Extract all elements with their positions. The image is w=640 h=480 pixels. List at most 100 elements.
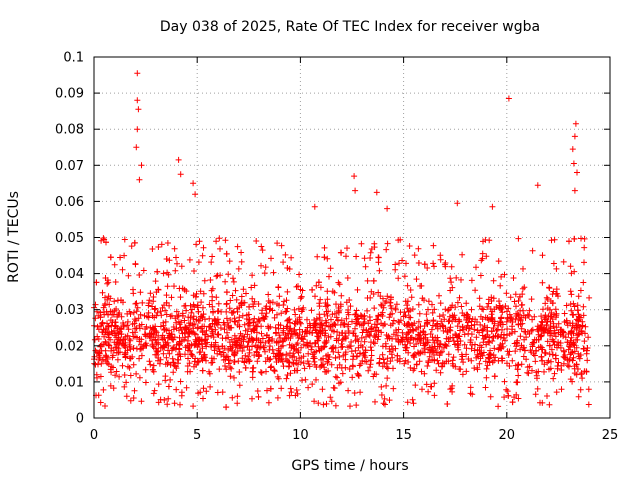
data-point [577,386,584,393]
data-point [431,380,438,387]
data-point [192,355,199,362]
data-point [208,341,215,348]
data-point [411,354,418,361]
data-point [244,343,251,350]
data-point [473,264,479,271]
data-point [425,358,432,364]
data-point [171,245,178,252]
data-point [438,318,445,325]
data-point [191,330,198,337]
data-point [280,329,287,336]
data-point [410,367,417,374]
data-point [545,357,552,364]
data-point [120,336,127,343]
data-point [161,344,168,351]
data-point [212,343,219,350]
data-point [110,352,116,359]
data-point [297,319,303,326]
data-point [240,338,247,345]
data-point [449,360,456,367]
data-point [512,362,519,369]
data-point [216,348,223,355]
data-point [387,311,394,318]
data-point [483,365,490,372]
data-point [427,331,434,337]
data-point [412,382,419,389]
data-point [387,322,394,329]
data-point [458,276,464,283]
data-point [552,306,559,313]
data-point [250,326,257,333]
data-point [436,292,442,299]
data-point [153,289,160,296]
data-point [549,351,556,358]
data-point [344,245,350,252]
data-point [302,376,309,383]
data-point [366,332,373,339]
data-point [308,343,315,350]
data-point [178,263,185,270]
data-point [541,314,548,321]
data-point [251,315,258,322]
data-point [553,314,559,321]
data-point [277,335,284,341]
data-point [488,311,495,318]
data-point [267,356,274,362]
data-point [381,321,388,328]
data-point [124,322,131,329]
data-point [125,272,132,279]
data-point [443,343,450,350]
data-point [234,400,241,407]
data-point [151,387,158,394]
data-point [255,393,262,400]
data-point [168,294,175,301]
y-tick-label: 0.06 [55,195,84,210]
data-point [496,298,502,305]
data-point [238,299,245,306]
data-point [305,384,312,391]
data-point [120,320,126,326]
data-point [322,368,328,375]
data-point [511,394,518,401]
data-point [127,311,134,317]
data-point [433,337,440,344]
data-point [450,314,457,321]
data-point [291,353,298,360]
y-axis-label: ROTI / TECUs [6,191,22,283]
y-tick-label: 0.02 [55,339,84,354]
data-point [546,342,553,349]
data-point [298,359,304,366]
data-point [573,336,579,343]
data-point [500,343,507,350]
data-point [331,289,338,296]
data-point [164,283,171,290]
data-point [126,341,133,348]
data-point [209,285,216,292]
data-point [307,340,314,347]
data-point [242,352,249,359]
data-point [375,289,382,296]
data-point [501,378,508,385]
data-point [431,352,437,358]
data-point [449,334,456,341]
data-point [491,318,498,325]
data-point [175,312,182,319]
data-point [435,360,442,367]
data-point [525,370,532,377]
data-point [550,288,557,295]
data-point [201,354,208,361]
data-point [299,336,306,342]
data-point [177,378,184,385]
data-point [576,314,583,321]
data-point [471,365,478,372]
data-point [274,373,281,380]
data-point [136,338,143,345]
data-point [479,305,485,312]
data-point [294,340,301,347]
data-point [407,340,414,347]
data-point [158,241,165,248]
data-point [568,334,575,341]
data-point [315,343,322,350]
data-point [468,277,475,284]
data-point [267,385,274,392]
